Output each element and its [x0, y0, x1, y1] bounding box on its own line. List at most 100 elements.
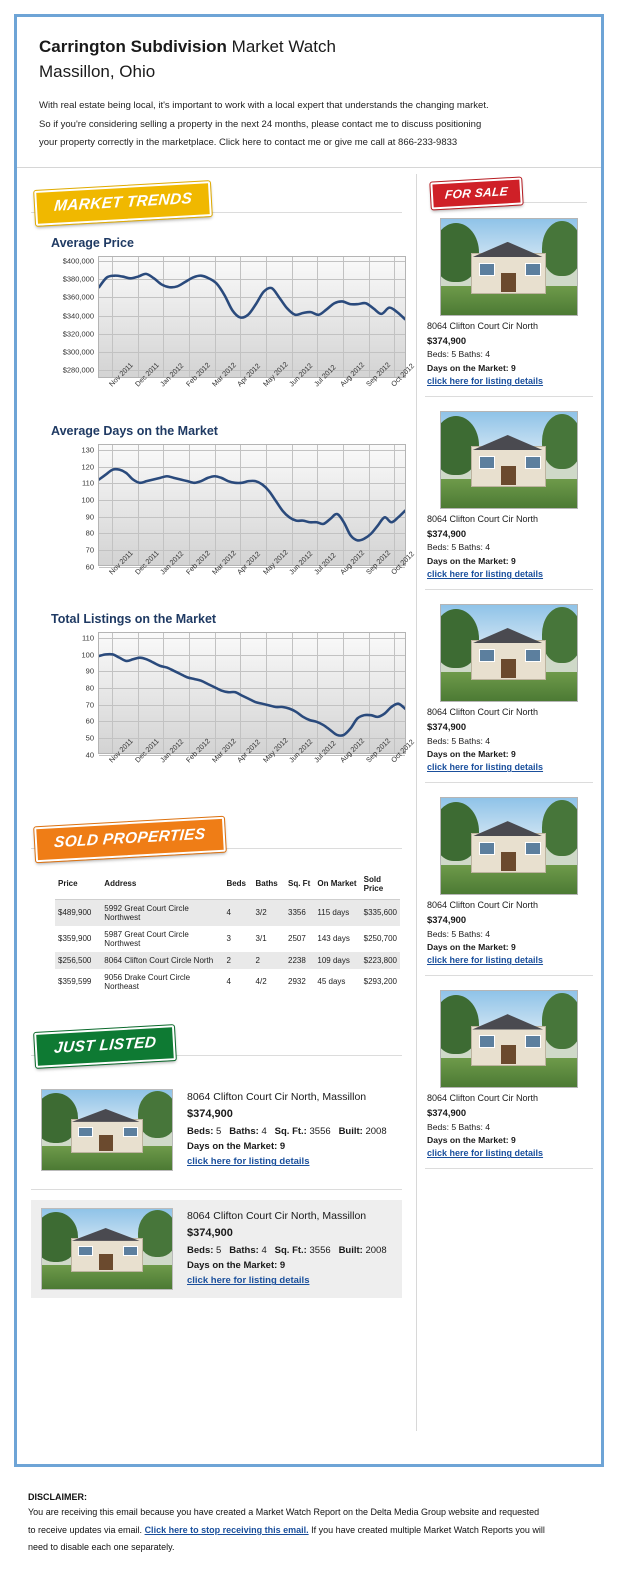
chart-series-line: [99, 467, 405, 542]
table-cell: 143 days: [317, 934, 350, 944]
listing-thumbnail[interactable]: [440, 603, 578, 702]
chart-gridline-x: [317, 632, 319, 753]
for-sale-card[interactable]: 8064 Clifton Court Cir North $374,900 Beds…: [425, 217, 593, 397]
table-cell: 4: [226, 977, 231, 987]
chart-gridline-x: [317, 256, 319, 377]
chart-gridline-x: [394, 444, 396, 565]
listing-details-link[interactable]: click here for listing details: [427, 569, 544, 580]
table-column-header: Baths: [252, 869, 286, 900]
house-photo-cottage-trees: [441, 218, 577, 315]
chart-gridline-y: [99, 738, 405, 740]
chart-y-tick-label: 100: [81, 650, 94, 660]
chart-gridline-x: [188, 256, 190, 377]
listing-days-on-market: Days on the Market: 9: [427, 555, 516, 566]
for-sale-card[interactable]: 8064 Clifton Court Cir North $374,900 Beds…: [425, 410, 593, 590]
table-cell: 5992 Great Court Circle Northwest: [101, 899, 224, 926]
listing-beds-baths: Beds: 5 Baths: 4: [427, 735, 491, 746]
table-cell: 2932: [288, 977, 306, 987]
for-sale-card[interactable]: 8064 Clifton Court Cir North $374,900 Beds…: [425, 990, 593, 1170]
market-trends-header: MARKET TRENDS: [17, 179, 416, 228]
chart-y-tick-label: 80: [85, 683, 94, 693]
chart-y-tick-label: 100: [81, 495, 94, 505]
chart-plot-area: $280,000 $300,000 $320,000 $340,000 $360,000…: [63, 255, 406, 378]
chart-gridline-y: [99, 721, 405, 723]
just-listed-card[interactable]: 8064 Clifton Court Cir North, Massillon $…: [31, 1199, 402, 1298]
chart-gridline-x: [291, 632, 293, 753]
listing-details-link[interactable]: click here for listing details: [187, 1156, 310, 1168]
chart-series-line: [99, 272, 405, 321]
header: Carrington Subdivision Market Watch Mass…: [17, 17, 601, 168]
just-listed-list: 8064 Clifton Court Cir North, Massillon $…: [17, 1081, 416, 1298]
chart-y-tick-label: 50: [85, 733, 94, 743]
listing-price: $374,900: [187, 1107, 233, 1120]
chart-y-tick-label: 90: [85, 666, 94, 676]
content-columns: MARKET TRENDS Average Price $280,000 $300…: [17, 168, 601, 1437]
chart-gridline-y: [99, 533, 405, 535]
listing-info: 8064 Clifton Court Cir North $374,900 Beds…: [425, 706, 593, 775]
listing-details-link[interactable]: click here for listing details: [427, 1148, 544, 1159]
listing-thumbnail[interactable]: [440, 797, 578, 896]
table-row: $359,599 9056 Drake Court Circle Northeas…: [55, 969, 400, 995]
house-photo-white-farmhouse: [441, 411, 577, 508]
just-listed-header: JUST LISTED: [17, 1023, 416, 1071]
table-column-header: Price: [55, 869, 102, 900]
listing-details-link[interactable]: click here for listing details: [187, 1275, 310, 1287]
chart-gridline-x: [317, 444, 319, 565]
chart-gridline-x: [163, 256, 165, 377]
listing-days-on-market: Days on the Market: 9: [187, 1141, 286, 1153]
listing-price: $374,900: [427, 914, 467, 925]
header-intro-line-2: So if you're considering selling a prope…: [39, 118, 482, 130]
chart-gridline-x: [137, 444, 139, 565]
table-cell: 9056 Drake Court Circle Northeast: [104, 972, 191, 991]
listing-days-on-market: Days on the Market: 9: [427, 748, 516, 759]
listing-details-link[interactable]: click here for listing details: [427, 762, 544, 773]
listing-thumbnail[interactable]: [440, 990, 578, 1089]
chart-y-tick-label: 130: [81, 445, 94, 455]
table-cell: $250,700: [363, 934, 397, 944]
table-header-row: Price Address Beds Baths Sq. Ft On Market Sold…: [55, 869, 400, 900]
for-sale-card[interactable]: 8064 Clifton Court Cir North $374,900 Beds…: [425, 603, 593, 784]
chart-gridline-x: [137, 256, 139, 377]
chart-gridline-y: [99, 637, 405, 639]
sold-properties-ribbon: SOLD PROPERTIES: [33, 815, 227, 864]
unsubscribe-link[interactable]: Click here to stop receiving this email.: [144, 1524, 309, 1535]
list-separator: [425, 588, 593, 590]
listing-beds-baths: Beds: 5 Baths: 4: [427, 928, 491, 939]
disclaimer-line-2: to receive updates via email. Click here…: [28, 1522, 588, 1540]
market-trends-label: MARKET TRENDS: [53, 189, 193, 215]
chart-gridline-x: [111, 256, 113, 377]
chart-gridline-x: [368, 444, 370, 565]
sold-properties-table: Price Address Beds Baths Sq. Ft On Market Sold…: [55, 869, 400, 995]
table-cell: $335,600: [360, 899, 400, 926]
listing-details-link[interactable]: click here for listing details: [427, 375, 544, 386]
table-cell: $359,599: [58, 977, 92, 987]
listing-thumbnail[interactable]: [440, 410, 578, 509]
table-cell: 3356: [285, 899, 315, 926]
listing-thumbnail[interactable]: [440, 217, 578, 316]
chart-gridline-y: [99, 449, 405, 451]
listing-thumbnail[interactable]: [41, 1207, 173, 1290]
chart-total-listings: Total Listings on the Market 40 50 60 70 80 9…: [51, 612, 416, 792]
listing-thumbnail[interactable]: [41, 1088, 173, 1171]
table-column-header: Sq. Ft: [285, 869, 315, 900]
table-body: $489,900 5992 Great Court Circle Northwes…: [55, 899, 400, 995]
chart-plot-area: 60 70 80 90 100 110 120 130: [81, 443, 406, 571]
listing-address: 8064 Clifton Court Cir North: [427, 706, 539, 717]
chart-gridline-x: [163, 632, 165, 753]
just-listed-card[interactable]: 8064 Clifton Court Cir North, Massillon $…: [31, 1081, 402, 1179]
chart-gridline-x: [368, 632, 370, 753]
table-cell: 45 days: [317, 977, 346, 987]
house-photo-gray-ranch: [441, 604, 577, 701]
house-photo-tan-brick-colonial: [42, 1208, 172, 1289]
table-cell: 3/1: [255, 934, 267, 944]
page-title-rest: Market Watch: [226, 37, 336, 56]
for-sale-card[interactable]: 8064 Clifton Court Cir North $374,900 Beds…: [425, 797, 593, 977]
chart-title: Average Days on the Market: [51, 423, 218, 438]
listing-days-on-market: Days on the Market: 9: [427, 362, 516, 373]
table-row: $256,500 8064 Clifton Court Circle North 2…: [55, 951, 400, 969]
chart-gridline-y: [99, 261, 405, 263]
chart-y-tick-label: 80: [85, 528, 94, 538]
chart-gridline-x: [137, 632, 139, 753]
chart-y-tick-label: 90: [85, 512, 94, 522]
listing-details-link[interactable]: click here for listing details: [427, 955, 544, 966]
